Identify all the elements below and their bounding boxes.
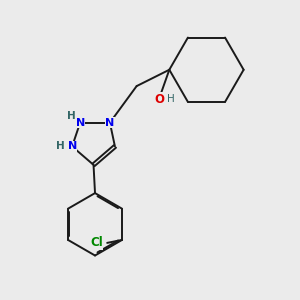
Text: H: H — [67, 111, 76, 121]
Text: Cl: Cl — [90, 236, 103, 249]
Text: N: N — [76, 118, 85, 128]
Text: N: N — [68, 141, 77, 152]
Text: N: N — [105, 118, 115, 128]
Text: H: H — [56, 141, 65, 152]
Text: O: O — [154, 93, 164, 106]
Text: H: H — [167, 94, 175, 104]
